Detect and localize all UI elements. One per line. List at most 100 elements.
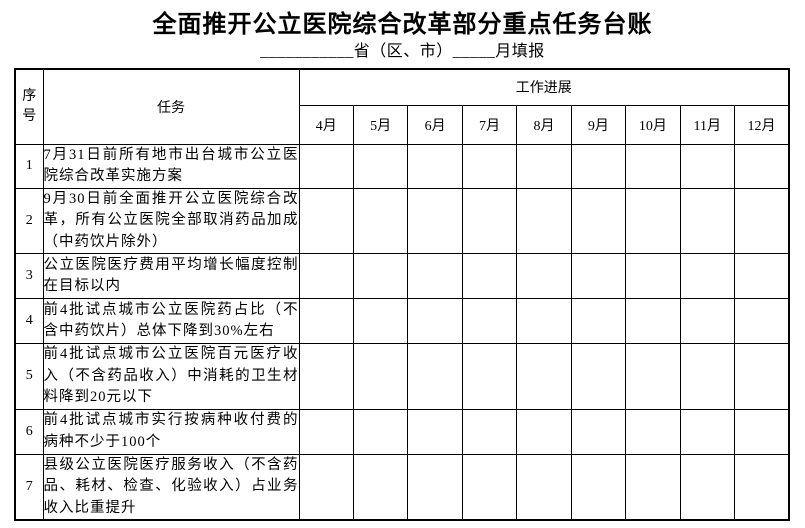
progress-cell[interactable]	[679, 453, 736, 521]
table-row: 5 前4批试点城市公立医院百元医疗收入（不含药品收入）中消耗的卫生材料降到20元…	[14, 343, 790, 410]
progress-cell[interactable]	[625, 298, 681, 344]
progress-cell[interactable]	[625, 343, 681, 410]
progress-cell[interactable]	[570, 453, 627, 521]
column-header-month: 12月	[734, 104, 790, 145]
row-index-cell: 6	[14, 408, 44, 455]
progress-cell[interactable]	[516, 343, 572, 410]
progress-cell[interactable]	[352, 143, 409, 189]
column-header-index: 序号	[14, 68, 44, 145]
progress-cell[interactable]	[516, 408, 572, 455]
progress-cell[interactable]	[516, 187, 572, 254]
progress-cell[interactable]	[734, 453, 790, 521]
progress-cell[interactable]	[298, 253, 354, 299]
row-index-cell: 5	[14, 343, 44, 410]
progress-cell[interactable]	[298, 453, 354, 521]
progress-cell[interactable]	[734, 298, 790, 344]
table-row: 3 公立医院医疗费用平均增长幅度控制在目标以内	[14, 253, 790, 299]
task-cell: 前4批试点城市实行按病种收付费的病种不少于100个	[42, 408, 300, 455]
progress-cell[interactable]	[407, 187, 463, 254]
progress-cell[interactable]	[679, 143, 736, 189]
column-header-progress: 工作进展	[298, 68, 790, 106]
progress-cell[interactable]	[352, 453, 409, 521]
table-row: 4 前4批试点城市公立医院药占比（不含中药饮片）总体下降到30%左右	[14, 298, 790, 344]
table-row: 2 9月30日前全面推开公立医院综合改革，所有公立医院全部取消药品加成（中药饮片…	[14, 187, 790, 254]
progress-cell[interactable]	[298, 298, 354, 344]
progress-cell[interactable]	[679, 343, 736, 410]
progress-cell[interactable]	[461, 343, 518, 410]
table-row: 1 7月31日前所有地市出台城市公立医院综合改革实施方案	[14, 143, 790, 189]
progress-cell[interactable]	[352, 187, 409, 254]
progress-cell[interactable]	[352, 253, 409, 299]
progress-cell[interactable]	[679, 253, 736, 299]
column-header-month: 9月	[570, 104, 627, 145]
progress-cell[interactable]	[461, 253, 518, 299]
progress-cell[interactable]	[407, 453, 463, 521]
task-cell: 公立医院医疗费用平均增长幅度控制在目标以内	[42, 253, 300, 299]
row-index-cell: 4	[14, 298, 44, 344]
progress-cell[interactable]	[679, 298, 736, 344]
report-subtitle: ___________省（区、市）_____月填报	[260, 43, 545, 60]
progress-cell[interactable]	[407, 343, 463, 410]
task-ledger-table: 序号 任务 工作进展 4月 5月 6月 7月 8月 9月 10月 11月 12月…	[14, 68, 790, 521]
progress-cell[interactable]	[298, 408, 354, 455]
progress-cell[interactable]	[516, 253, 572, 299]
progress-cell[interactable]	[570, 298, 627, 344]
column-header-month: 5月	[352, 104, 409, 145]
table-row: 7 县级公立医院医疗服务收入（不含药品、耗材、检查、化验收入）占业务收入比重提升	[14, 453, 790, 521]
column-header-month: 10月	[625, 104, 681, 145]
progress-cell[interactable]	[625, 453, 681, 521]
progress-cell[interactable]	[352, 343, 409, 410]
table-row: 6 前4批试点城市实行按病种收付费的病种不少于100个	[14, 408, 790, 455]
progress-cell[interactable]	[734, 253, 790, 299]
progress-cell[interactable]	[298, 187, 354, 254]
column-header-month: 8月	[516, 104, 572, 145]
task-cell: 9月30日前全面推开公立医院综合改革，所有公立医院全部取消药品加成（中药饮片除外…	[42, 187, 300, 254]
progress-cell[interactable]	[461, 408, 518, 455]
progress-cell[interactable]	[734, 408, 790, 455]
progress-cell[interactable]	[407, 143, 463, 189]
row-index-cell: 3	[14, 253, 44, 299]
progress-cell[interactable]	[461, 453, 518, 521]
progress-cell[interactable]	[734, 343, 790, 410]
column-header-month: 7月	[461, 104, 518, 145]
progress-cell[interactable]	[461, 298, 518, 344]
header-row-top: 序号 任务 工作进展	[14, 68, 790, 145]
page-title: 全面推开公立医院综合改革部分重点任务台账	[152, 12, 653, 38]
row-index-cell: 2	[14, 187, 44, 254]
progress-cell[interactable]	[298, 343, 354, 410]
progress-cell[interactable]	[570, 187, 627, 254]
progress-cell[interactable]	[570, 143, 627, 189]
progress-cell[interactable]	[734, 143, 790, 189]
progress-cell[interactable]	[625, 187, 681, 254]
progress-cell[interactable]	[734, 187, 790, 254]
progress-cell[interactable]	[516, 298, 572, 344]
progress-cell[interactable]	[298, 143, 354, 189]
progress-cell[interactable]	[516, 453, 572, 521]
row-index-cell: 7	[14, 453, 44, 521]
progress-cell[interactable]	[352, 298, 409, 344]
task-cell: 前4批试点城市公立医院药占比（不含中药饮片）总体下降到30%左右	[42, 298, 300, 344]
column-header-task: 任务	[42, 68, 300, 145]
column-header-month: 6月	[407, 104, 463, 145]
progress-cell[interactable]	[407, 408, 463, 455]
progress-cell[interactable]	[516, 143, 572, 189]
task-cell: 7月31日前所有地市出台城市公立医院综合改革实施方案	[42, 143, 300, 189]
progress-cell[interactable]	[407, 253, 463, 299]
progress-cell[interactable]	[461, 187, 518, 254]
progress-cell[interactable]	[407, 298, 463, 344]
task-cell: 县级公立医院医疗服务收入（不含药品、耗材、检查、化验收入）占业务收入比重提升	[42, 453, 300, 521]
row-index-cell: 1	[14, 143, 44, 189]
progress-cell[interactable]	[625, 143, 681, 189]
progress-cell[interactable]	[625, 408, 681, 455]
progress-cell[interactable]	[570, 253, 627, 299]
column-header-month: 11月	[679, 104, 736, 145]
progress-cell[interactable]	[570, 408, 627, 455]
task-cell: 前4批试点城市公立医院百元医疗收入（不含药品收入）中消耗的卫生材料降到20元以下	[42, 343, 300, 410]
progress-cell[interactable]	[570, 343, 627, 410]
progress-cell[interactable]	[625, 253, 681, 299]
progress-cell[interactable]	[679, 187, 736, 254]
progress-cell[interactable]	[679, 408, 736, 455]
progress-cell[interactable]	[352, 408, 409, 455]
progress-cell[interactable]	[461, 143, 518, 189]
